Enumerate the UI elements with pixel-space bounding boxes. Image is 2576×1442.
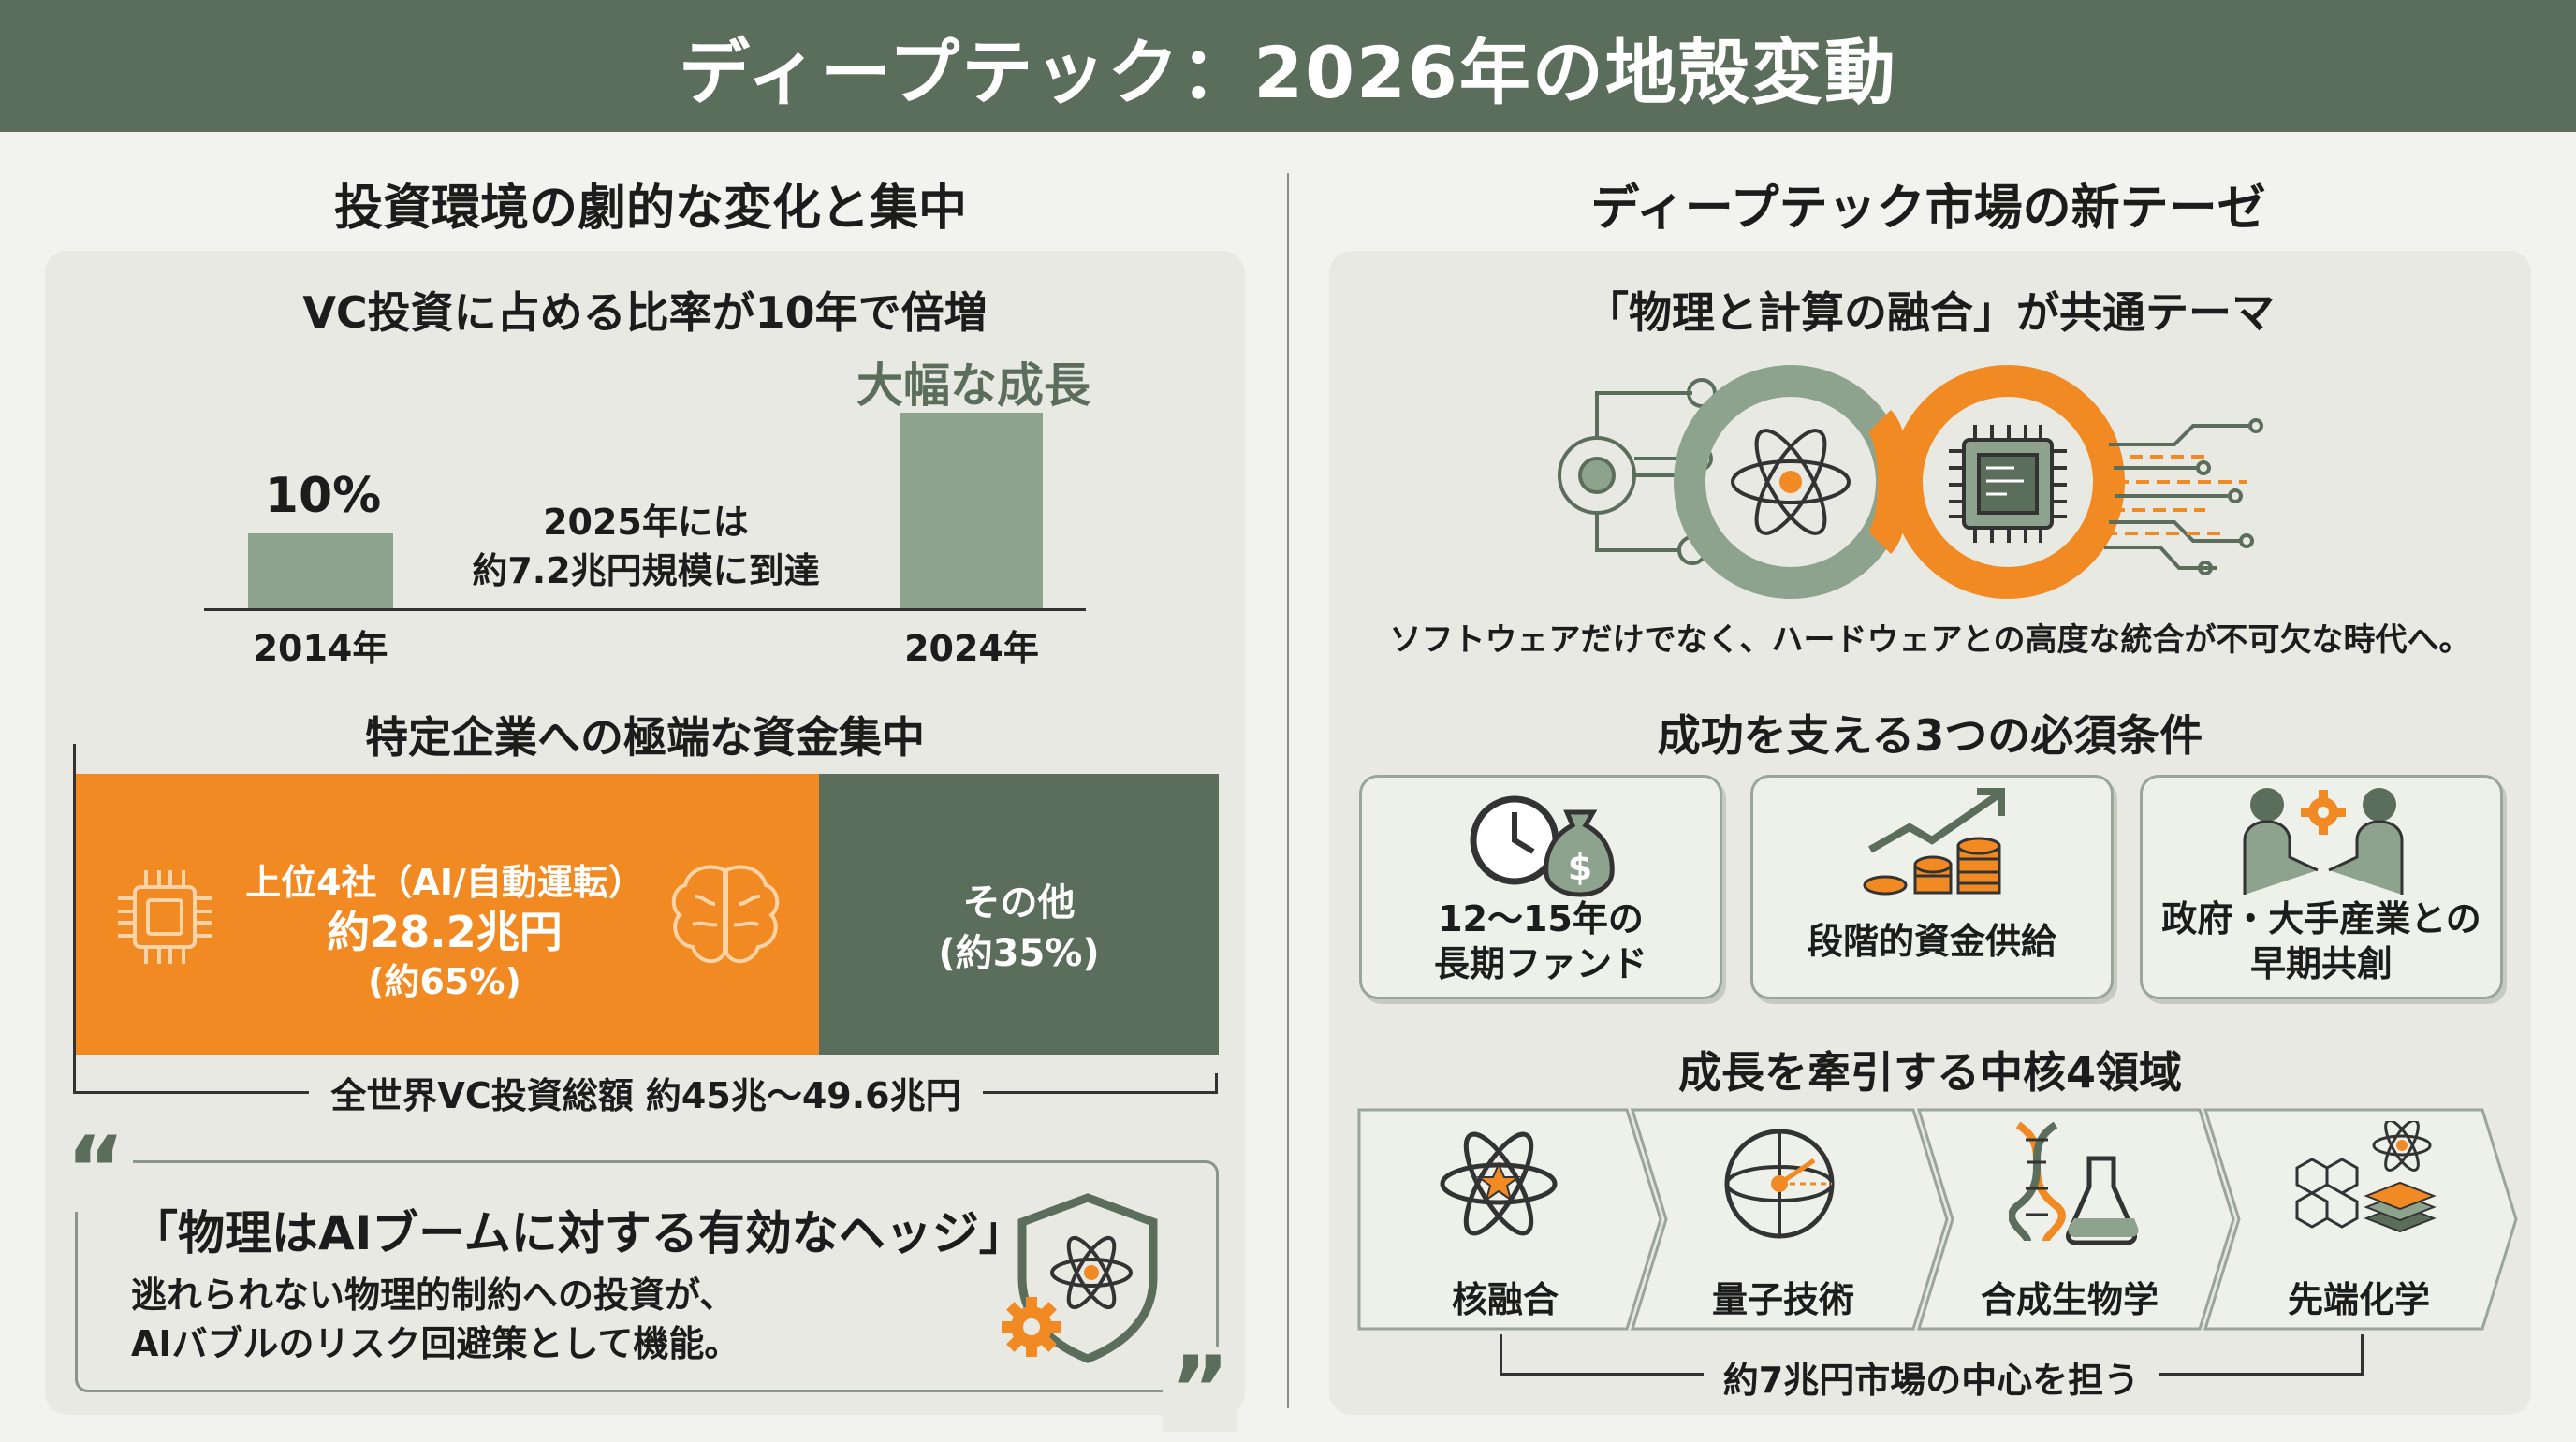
others-text: その他 (約35%) — [819, 878, 1219, 979]
clock-moneybag-icon: $ — [1470, 795, 1615, 897]
condition-1-text: 12〜15年の 長期ファンド — [1359, 896, 1722, 986]
molecule-layers-icon — [2295, 1121, 2437, 1233]
domains-heading: 成長を牽引する中核4領域 — [1677, 1047, 2182, 1098]
condition-3-line1: 政府・大手産業との — [2161, 898, 2481, 939]
chart-note: 2025年には 約7.2兆円規模に到達 — [440, 498, 852, 595]
shield-atom-gear-icon — [1002, 1193, 1158, 1363]
bar-2014-year: 2014年 — [253, 628, 388, 669]
chart-baseline — [204, 608, 1086, 611]
others-share: (約35%) — [938, 932, 1100, 975]
bar-2014-value: 10% — [264, 468, 382, 524]
page-title: ディープテック：2026年の地殻変動 — [679, 30, 1897, 114]
bar-2024 — [900, 413, 1043, 608]
top4-amount: 約28.2兆円 — [327, 907, 563, 957]
condition-1-line2: 長期ファンド — [1433, 943, 1647, 984]
footer-bracket-right — [2361, 1334, 2364, 1376]
condition-3-line2: 早期共創 — [2249, 943, 2393, 984]
right-section-heading: ディープテック市場の新テーゼ — [1590, 181, 2266, 237]
top4-text: 上位4社（AI/自動運転） 約28.2兆円 (約65%) — [225, 859, 665, 1005]
chart-note-line2: 約7.2兆円規模に到達 — [472, 550, 820, 591]
others-block — [819, 774, 1219, 1055]
quote-line1: 逃れられない物理的制約への投資が、 — [131, 1274, 736, 1316]
left-section-heading: 投資環境の劇的な変化と集中 — [333, 181, 967, 237]
growth-coins-icon — [1863, 788, 2005, 896]
column-divider — [1287, 173, 1289, 1408]
quote-box — [75, 1160, 1219, 1392]
condition-2-text: 段階的資金供給 — [1750, 919, 2114, 964]
theme-subtitle: 「物理と計算の融合」が共通テーマ — [1586, 287, 2275, 338]
quote-headline: 「物理はAIブームに対する有効なヘッジ」 — [131, 1206, 1026, 1260]
concentration-heading: 特定企業への極端な資金集中 — [365, 712, 925, 763]
top4-label: 上位4社（AI/自動運転） — [245, 862, 644, 903]
condition-1-line1: 12〜15年の — [1438, 898, 1644, 939]
quote-line2: AIバブルのリスク回避策として機能。 — [131, 1323, 740, 1364]
title-bar: ディープテック：2026年の地殻変動 — [0, 0, 2576, 132]
others-label: その他 — [962, 881, 1076, 925]
condition-3-text: 政府・大手産業との 早期共創 — [2140, 896, 2503, 986]
svg-text:$: $ — [1568, 847, 1592, 888]
top4-block — [76, 774, 819, 1055]
theme-caption: ソフトウェアだけでなく、ハードウェアとの高度な統合が不可欠な時代へ。 — [1389, 621, 2471, 659]
quantum-sphere-icon — [1724, 1129, 1835, 1239]
quote-body: 逃れられない物理的制約への投資が、 AIバブルのリスク回避策として機能。 — [131, 1271, 739, 1368]
bar-2014 — [248, 533, 393, 608]
quote-close-mark: ” — [1163, 1345, 1237, 1435]
condition-2-line1: 段階的資金供給 — [1807, 921, 2056, 962]
brain-icon — [671, 865, 780, 963]
chip-icon — [118, 870, 212, 964]
domain-1-label: 核融合 — [1451, 1279, 1559, 1320]
handshake-gear-icon — [2243, 788, 2404, 895]
bar-2024-label: 大幅な成長 — [856, 358, 1090, 413]
atom-chip-infinity-icon — [1558, 365, 2263, 599]
bracket-left — [73, 744, 76, 1094]
bar-2024-year: 2024年 — [904, 628, 1039, 669]
footer-bracket-left — [1500, 1334, 1502, 1376]
conditions-heading: 成功を支える3つの必須条件 — [1657, 710, 2203, 761]
chart-note-line1: 2025年には — [543, 502, 749, 543]
domain-2-label: 量子技術 — [1711, 1279, 1854, 1320]
fusion-atom-icon — [1440, 1131, 1558, 1236]
quote-open-mark: “ — [58, 1125, 133, 1215]
top4-share: (約65%) — [368, 961, 521, 1002]
domain-3-label: 合成生物学 — [1980, 1279, 2159, 1320]
bracket-right — [1215, 1073, 1218, 1094]
domains-footer: 約7兆円市場の中心を担う — [1704, 1351, 2159, 1403]
chart-subtitle: VC投資に占める比率が10年で倍増 — [302, 287, 988, 338]
domain-4-label: 先端化学 — [2287, 1279, 2430, 1320]
dna-flask-icon — [2009, 1121, 2139, 1245]
vc-total: 全世界VC投資総額 約45兆〜49.6兆円 — [309, 1067, 983, 1118]
